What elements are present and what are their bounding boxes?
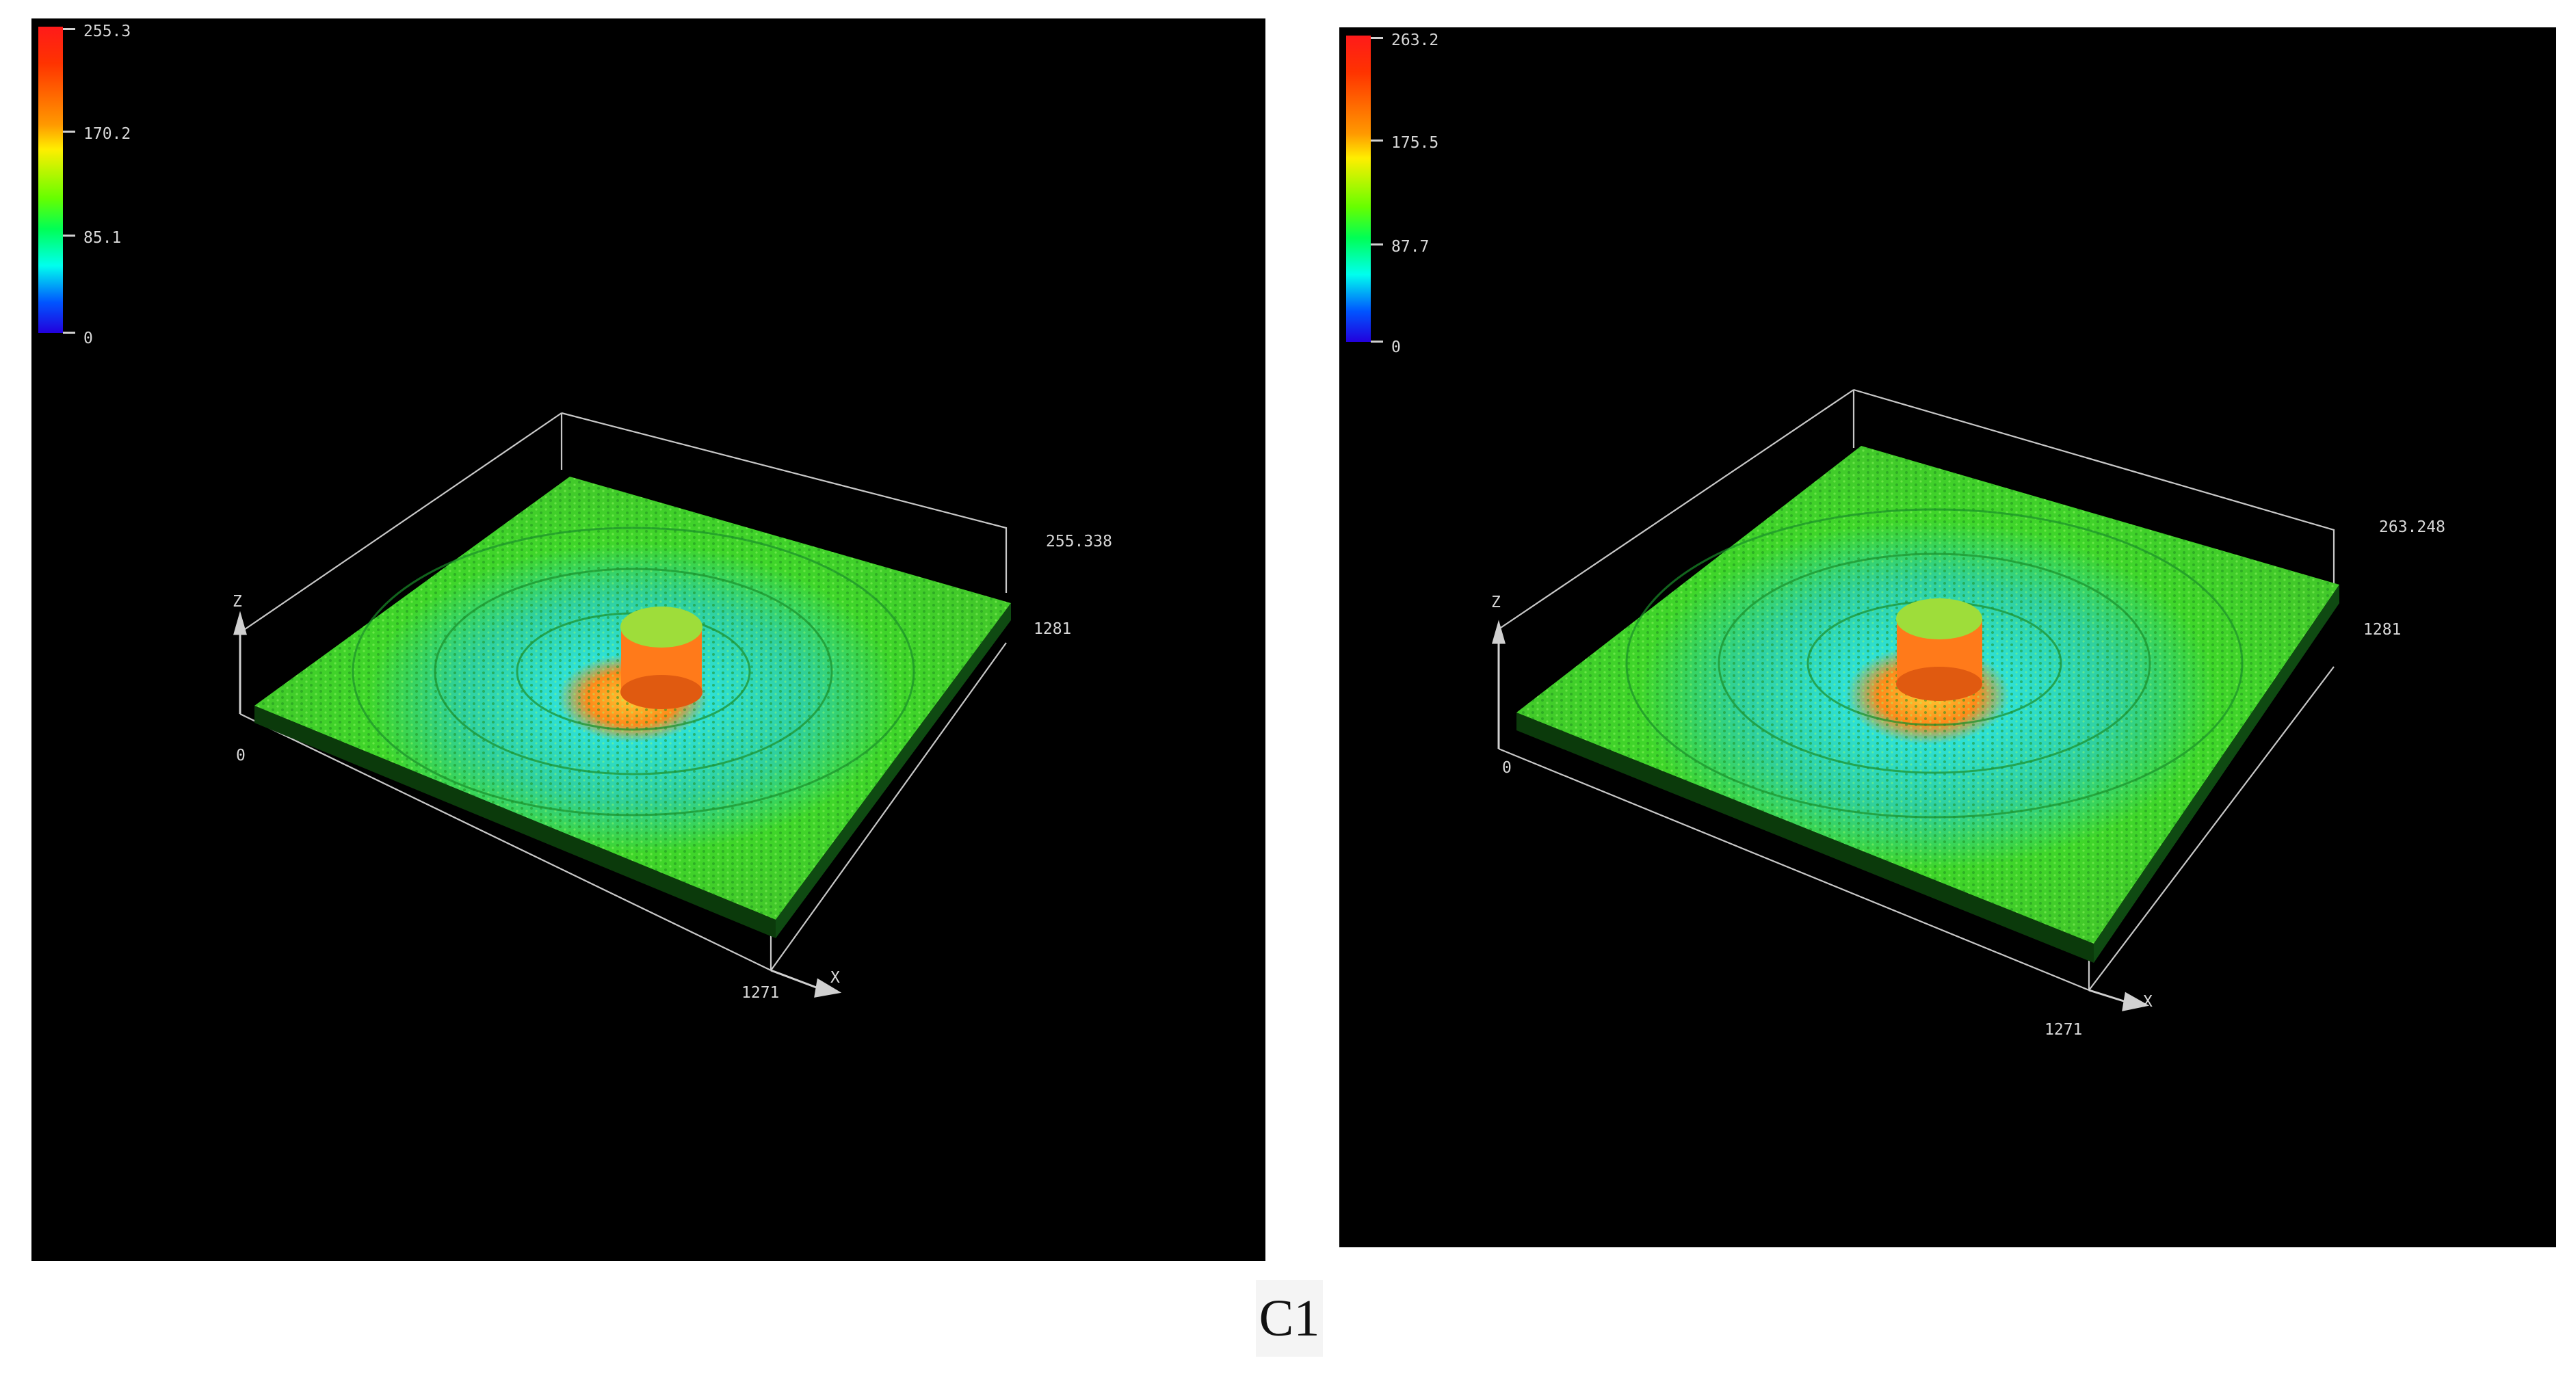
surface-rings bbox=[352, 527, 915, 816]
scale-min-label: 0 bbox=[1391, 338, 1401, 356]
scale-mid-label: 85.1 bbox=[83, 229, 122, 247]
color-scale-bar bbox=[1346, 36, 1371, 342]
axis-arrows bbox=[1492, 620, 2150, 1011]
surface-plot-right: 263.2 175.5 87.7 0 bbox=[1339, 27, 2556, 1247]
x-extent-label: 1271 bbox=[741, 984, 780, 1002]
z-axis-label: Z bbox=[233, 593, 242, 611]
scale-tick bbox=[63, 28, 75, 30]
scale-mid-label: 87.7 bbox=[1391, 238, 1430, 256]
scale-tick bbox=[63, 235, 75, 237]
scale-tick bbox=[1371, 341, 1383, 343]
scale-max-label: 263.2 bbox=[1391, 31, 1439, 49]
z-max-label: 255.338 bbox=[1046, 533, 1112, 550]
surface-front-face bbox=[1516, 713, 2094, 963]
scale-upper-label: 175.5 bbox=[1391, 134, 1439, 152]
surface-3d-view bbox=[1492, 388, 2339, 1011]
surface-front-face bbox=[254, 706, 776, 938]
central-peak bbox=[620, 607, 702, 709]
surface-side-face bbox=[2094, 585, 2339, 963]
figure-caption: C1 bbox=[1256, 1280, 1323, 1357]
z-axis-label: Z bbox=[1491, 594, 1501, 611]
scale-tick bbox=[1371, 37, 1383, 39]
z-max-label: 263.248 bbox=[2379, 518, 2445, 536]
bounding-box bbox=[1497, 388, 2335, 992]
scale-min-label: 0 bbox=[83, 330, 93, 347]
surface-plot-left: 255.3 170.2 85.1 0 bbox=[31, 18, 1265, 1261]
axis-arrows bbox=[233, 611, 842, 998]
y-extent-label: 1281 bbox=[2363, 621, 2402, 639]
scale-tick bbox=[1371, 139, 1383, 142]
origin-label: 0 bbox=[236, 747, 246, 765]
x-axis-label: X bbox=[830, 969, 840, 987]
scale-upper-label: 170.2 bbox=[83, 125, 131, 143]
central-peak bbox=[1896, 598, 1982, 701]
surface-3d-view bbox=[233, 412, 1011, 998]
origin-label: 0 bbox=[1502, 759, 1512, 777]
scale-tick bbox=[63, 131, 75, 133]
scale-tick bbox=[1371, 243, 1383, 245]
color-scale-bar bbox=[38, 27, 63, 333]
x-extent-label: 1271 bbox=[2045, 1021, 2083, 1039]
surface-side-face bbox=[776, 603, 1011, 938]
scale-max-label: 255.3 bbox=[83, 23, 131, 40]
y-extent-label: 1281 bbox=[1034, 620, 1072, 638]
scale-tick bbox=[63, 332, 75, 334]
x-axis-label: X bbox=[2143, 993, 2153, 1011]
